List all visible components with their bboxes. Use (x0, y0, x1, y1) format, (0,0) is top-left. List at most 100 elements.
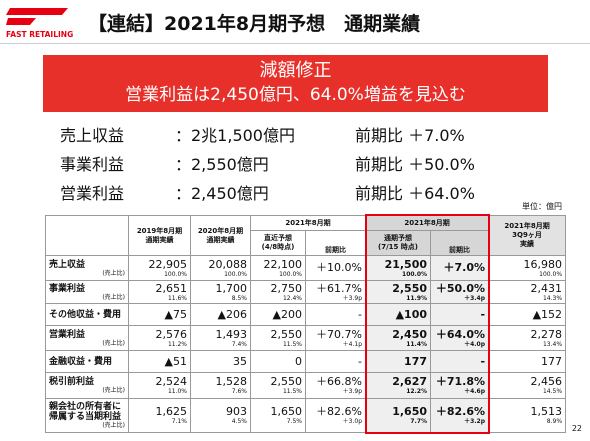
table-cell: 1,625 7.1% (128, 398, 191, 433)
cell-value: ▲200 (272, 307, 302, 321)
cell-value: 2,627 (392, 375, 428, 388)
table-cell: 2,550 11.9% (365, 280, 432, 304)
cell-value: 21,500 (384, 257, 428, 271)
cell-value: ▲152 (532, 307, 563, 321)
table-cell: 2,431 14.3% (488, 280, 567, 304)
logo: FAST RETAILING (6, 8, 73, 39)
cell-value: 2,550 (392, 281, 428, 295)
cell-value: ＋66.8% (316, 375, 363, 388)
cell-value: 0 (295, 354, 302, 368)
table-cell: ▲51 (128, 350, 191, 373)
row-label-sub: (売上比) (102, 387, 125, 394)
table-cell: 1,528 7.6% (190, 372, 251, 399)
summary-label: 売上収益 (60, 126, 125, 145)
cell-value: 1,650 (392, 405, 428, 418)
cell-value: ＋82.6% (435, 405, 486, 418)
summary-value: ：2兆1,500億円 (175, 126, 295, 145)
summary-compare: 前期比 ＋64.0% (355, 184, 475, 203)
cell-value: - (480, 354, 486, 368)
cell-value: ▲75 (164, 307, 187, 321)
logo-text: FAST RETAILING (6, 30, 73, 39)
table-row: 事業利益 (売上比) 2,651 11.6% 1,700 8.5% 2,750 12.4% ＋6… (45, 280, 567, 304)
cell-sub: 7.7% (410, 418, 428, 425)
table-cell: 20,088 100.0% (190, 255, 251, 281)
summary-value: ：2,550億円 (175, 155, 269, 174)
row-label-text: 帰属する当期利益 (49, 412, 122, 422)
cell-sub: 14.3% (542, 294, 563, 302)
summary-compare: 前期比 ＋50.0% (355, 155, 475, 174)
cell-value: ＋10.0% (316, 261, 363, 274)
cell-sub: ＋4.0p (464, 340, 486, 348)
cell-sub: 8.5% (231, 294, 247, 302)
header-text: 直近予想 (264, 234, 292, 242)
logo-shape (6, 8, 68, 15)
cell-sub: 100.0% (164, 270, 187, 278)
cell-value: ＋7.0% (443, 261, 486, 274)
table-cell: 2,456 14.5% (488, 372, 567, 399)
table-cell: 2,450 11.4% (365, 325, 432, 351)
table-row: 営業利益 (売上比) 2,576 11.2% 1,493 7.4% 2,550 11.5% ＋7… (45, 325, 567, 351)
cell-value: ＋71.8% (435, 375, 486, 388)
table-cell: ▲75 (128, 303, 191, 326)
header-text: 通期実績 (145, 235, 174, 244)
cell-sub: ＋3.4p (464, 294, 486, 302)
table-cell: ＋71.8% ＋4.6p (430, 372, 490, 399)
row-label: 売上収益 (売上比) (45, 255, 129, 281)
table-cell: ＋10.0% (304, 255, 367, 281)
cell-sub: 7.5% (286, 418, 302, 425)
cell-value: 22,100 (263, 257, 303, 271)
cell-value: ＋61.7% (316, 281, 363, 295)
table-cell: ＋61.7% ＋3.9p (304, 280, 367, 304)
table-cell: - (304, 303, 367, 326)
header-text: 2020年8月期 (197, 226, 244, 235)
table-cell: ▲100 (365, 303, 432, 326)
cell-value: 1,528 (215, 375, 248, 388)
banner-heading: 減額修正 (259, 60, 332, 81)
table-cell: 903 4.5% (190, 398, 251, 433)
cell-sub: ＋3.9p (342, 388, 363, 395)
table-cell: 1,513 8.9% (488, 398, 567, 433)
cell-value: ＋64.0% (435, 327, 486, 341)
cell-sub: 11.2% (167, 340, 187, 348)
table-cell: 22,100 100.0% (250, 255, 306, 281)
table-cell: - (430, 350, 490, 373)
cell-value: 1,650 (270, 405, 303, 418)
cell-sub: 12.4% (282, 294, 302, 302)
cell-value: 2,576 (155, 327, 188, 341)
cell-value: 1,493 (215, 327, 248, 341)
cell-value: ▲206 (217, 307, 247, 321)
table-cell: - (430, 303, 490, 326)
table-cell: - (304, 350, 367, 373)
cell-sub: 11.9% (406, 294, 428, 302)
header-cell (45, 215, 129, 256)
header-cell: 2021年8月期 (365, 215, 490, 231)
header-text: 2019年8月期 (136, 226, 183, 235)
cell-value: 35 (233, 354, 247, 368)
table-cell: ＋82.6% ＋3.0p (304, 398, 367, 433)
banner-text: 営業利益は2,450億円、64.0%増益を見込む (125, 85, 466, 105)
table-cell: 1,650 7.7% (365, 398, 432, 433)
table-cell: 2,627 12.2% (365, 372, 432, 399)
cell-value: ＋70.7% (316, 327, 363, 341)
cell-value: 2,750 (270, 281, 303, 295)
cell-sub: 100.0% (224, 270, 247, 278)
cell-value: 2,450 (392, 327, 428, 341)
header-cell: 2020年8月期 通期実績 (190, 215, 251, 256)
header-text: 通期予想 (384, 234, 413, 242)
row-label-text: 営業利益 (49, 329, 86, 340)
table-cell: 35 (190, 350, 251, 373)
cell-value: - (358, 307, 363, 321)
cell-sub: 8.9% (546, 418, 563, 425)
header-text: 3Q9ヶ月 (512, 231, 542, 239)
summary-compare: 前期比 ＋7.0% (355, 126, 465, 145)
row-label: 事業利益 (売上比) (45, 280, 129, 304)
table-row: 親会社の所有者に 帰属する当期利益 (売上比) 1,625 7.1% 903 4.5% 1,6… (45, 398, 567, 433)
cell-sub: 4.5% (231, 418, 247, 425)
cell-value: 2,651 (155, 281, 188, 295)
cell-value: 2,456 (530, 375, 563, 388)
cell-sub: ＋3.9p (342, 294, 363, 302)
row-label: 金融収益・費用 (45, 350, 129, 373)
cell-value: ＋82.6% (316, 405, 363, 418)
row-label-text: その他収益・費用 (49, 309, 122, 320)
